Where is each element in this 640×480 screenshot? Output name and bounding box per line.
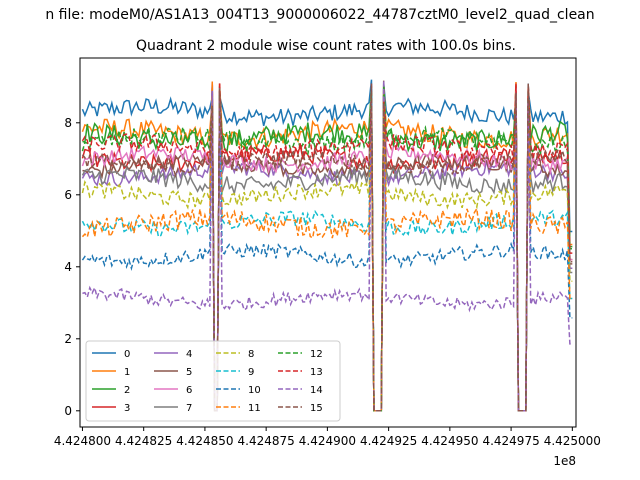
series-line-2 [82, 85, 573, 412]
figure-suptitle: n file: modeM0/AS1A13_004T13_9000006022_… [45, 7, 594, 23]
legend-label: 9 [248, 367, 254, 378]
x-axis: 4.424800 4.424825 4.424850 4.424875 4.424900… [54, 427, 601, 448]
legend-label: 4 [186, 349, 192, 360]
y-tick-label: 0 [64, 404, 72, 418]
series-line-15 [81, 83, 573, 412]
series-line-5 [82, 80, 573, 412]
y-tick-label: 8 [64, 116, 72, 130]
series-line-11 [81, 81, 573, 412]
legend-label: 10 [248, 385, 261, 396]
y-tick-label: 2 [64, 332, 72, 346]
x-tick-label: 4.424875 [238, 434, 295, 448]
x-offset-label: 1e8 [553, 454, 576, 468]
y-axis: 0 2 4 6 8 [64, 116, 80, 418]
x-tick-label: 4.424800 [54, 434, 111, 448]
legend-label: 6 [186, 385, 192, 396]
y-tick-label: 4 [64, 260, 72, 274]
x-tick-label: 4.424925 [360, 434, 417, 448]
x-tick-label: 4.424975 [482, 434, 539, 448]
series-line-13 [81, 82, 573, 412]
legend-label: 15 [310, 403, 323, 414]
legend-box [85, 340, 341, 422]
plot-area [81, 79, 573, 412]
series-line-4 [81, 81, 573, 412]
series-line-0 [81, 79, 573, 412]
legend-label: 7 [186, 403, 192, 414]
series-line-8 [81, 90, 573, 412]
x-tick-label: 4.424950 [421, 434, 478, 448]
series-line-14 [82, 80, 573, 412]
legend-label: 12 [310, 349, 323, 360]
x-tick-label: 4.425000 [544, 434, 601, 448]
x-tick-label: 4.424850 [176, 434, 233, 448]
x-tick-label: 4.424900 [299, 434, 356, 448]
x-tick-label: 4.424825 [115, 434, 172, 448]
legend-label: 5 [186, 367, 192, 378]
series-line-12 [81, 85, 573, 412]
legend-label: 13 [310, 367, 323, 378]
chart-title: Quadrant 2 module wise count rates with … [136, 38, 516, 54]
legend-label: 8 [248, 349, 254, 360]
legend-label: 11 [248, 403, 261, 414]
series-line-7 [81, 84, 573, 412]
series-line-10 [81, 83, 573, 412]
legend-label: 1 [124, 367, 130, 378]
legend-label: 14 [310, 385, 323, 396]
legend-label: 0 [124, 349, 130, 360]
plot-frame [79, 57, 577, 428]
legend-label: 2 [124, 385, 130, 396]
y-tick-label: 6 [64, 188, 72, 202]
legend-label: 3 [124, 403, 130, 414]
